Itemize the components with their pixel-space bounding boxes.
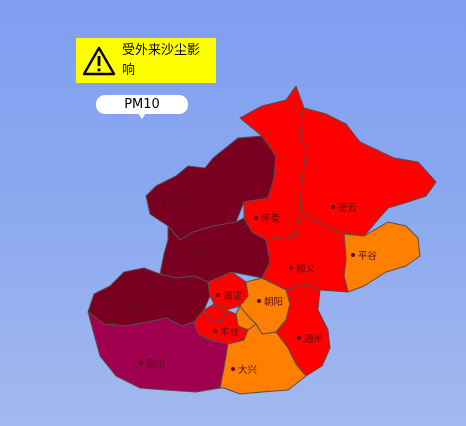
svg-text:怀柔: 怀柔 xyxy=(261,213,281,225)
svg-text:顺义: 顺义 xyxy=(296,264,316,275)
svg-text:房山: 房山 xyxy=(146,358,165,370)
warning-triangle-icon xyxy=(76,38,122,83)
svg-text:延庆: 延庆 xyxy=(169,196,189,208)
district-mentougou[interactable] xyxy=(87,267,211,327)
label-daxing: 大兴 xyxy=(231,364,257,376)
label-pinggu: 平谷 xyxy=(351,251,378,262)
svg-text:大兴: 大兴 xyxy=(238,364,257,376)
label-fangshan: 房山 xyxy=(139,358,165,370)
label-mentougou: 门头沟 xyxy=(110,300,146,312)
label-shunyi: 顺义 xyxy=(289,264,316,275)
label-changping: 昌平 xyxy=(190,249,217,260)
district-tongzhou[interactable] xyxy=(275,283,331,377)
sand-dust-alert-banner: 受外来沙尘影响 xyxy=(76,38,216,83)
district-miyun[interactable] xyxy=(299,107,437,237)
svg-text:通州: 通州 xyxy=(304,334,323,345)
district-daxing[interactable] xyxy=(219,323,307,395)
label-miyun: 密云 xyxy=(331,202,357,214)
svg-text:平谷: 平谷 xyxy=(358,251,378,262)
svg-text:海淀: 海淀 xyxy=(223,290,243,302)
label-haidian: 海淀 xyxy=(216,290,243,302)
pollutant-label: PM10 xyxy=(96,95,188,114)
svg-text:门头沟: 门头沟 xyxy=(117,300,146,312)
svg-text:丰台: 丰台 xyxy=(220,326,239,338)
label-yanqing: 延庆 xyxy=(162,196,189,208)
label-fengtai: 丰台 xyxy=(213,326,239,338)
alert-text: 受外来沙尘影响 xyxy=(122,43,201,78)
svg-text:朝阳: 朝阳 xyxy=(264,297,283,308)
svg-text:密云: 密云 xyxy=(338,202,357,214)
svg-text:昌平: 昌平 xyxy=(197,249,217,260)
label-tongzhou: 通州 xyxy=(297,334,323,345)
label-chaoyang: 朝阳 xyxy=(257,297,283,308)
label-huairou: 怀柔 xyxy=(254,213,281,225)
pollutant-label-pointer xyxy=(138,113,146,119)
